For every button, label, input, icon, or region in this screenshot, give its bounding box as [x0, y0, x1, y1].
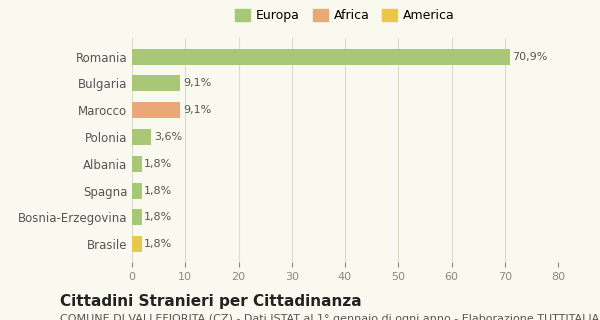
- Bar: [132, 209, 142, 225]
- Text: 1,8%: 1,8%: [144, 159, 172, 169]
- Text: 70,9%: 70,9%: [512, 52, 548, 62]
- Bar: [132, 76, 181, 92]
- Bar: [132, 182, 142, 199]
- Legend: Europa, Africa, America: Europa, Africa, America: [230, 4, 460, 27]
- Text: Cittadini Stranieri per Cittadinanza: Cittadini Stranieri per Cittadinanza: [60, 294, 362, 309]
- Text: COMUNE DI VALLEFIORITA (CZ) - Dati ISTAT al 1° gennaio di ogni anno - Elaborazio: COMUNE DI VALLEFIORITA (CZ) - Dati ISTAT…: [60, 314, 600, 320]
- Text: 1,8%: 1,8%: [144, 212, 172, 222]
- Bar: [132, 236, 142, 252]
- Text: 9,1%: 9,1%: [183, 78, 211, 88]
- Text: 3,6%: 3,6%: [154, 132, 182, 142]
- Bar: [132, 156, 142, 172]
- Bar: [132, 129, 151, 145]
- Text: 1,8%: 1,8%: [144, 186, 172, 196]
- Bar: [132, 49, 509, 65]
- Bar: [132, 102, 181, 118]
- Text: 1,8%: 1,8%: [144, 239, 172, 249]
- Text: 9,1%: 9,1%: [183, 105, 211, 115]
